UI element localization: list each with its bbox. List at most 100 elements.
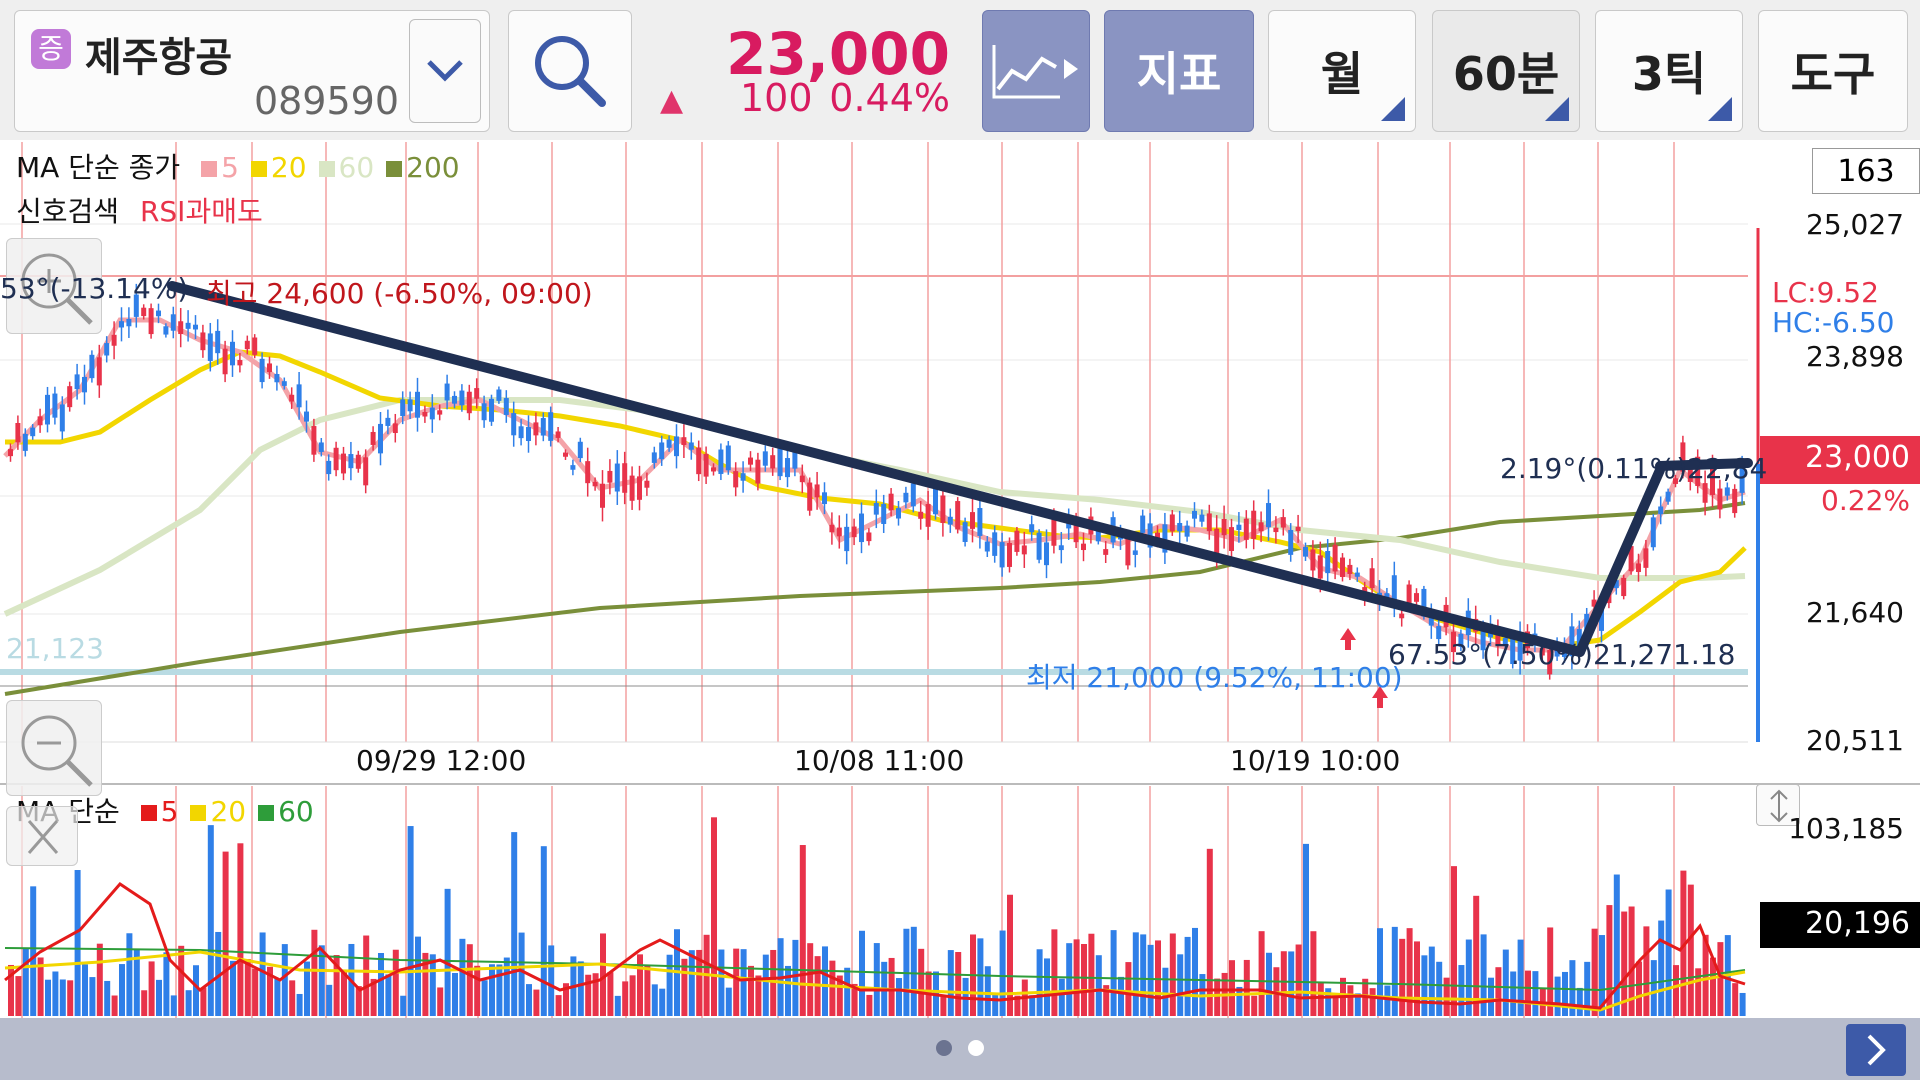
volume-bar: [1295, 944, 1302, 1016]
tools-button[interactable]: 도구: [1758, 10, 1908, 132]
chart-type-button[interactable]: [982, 10, 1090, 132]
volume-bar: [452, 972, 458, 1016]
volume-bar: [725, 987, 732, 1016]
candle-body: [1140, 515, 1146, 533]
signal-search-label[interactable]: 신호검색 RSI과매도: [16, 190, 263, 230]
ma5-line: [3, 317, 1746, 653]
candle-body: [1665, 491, 1671, 502]
indicator-label: 지표: [1136, 47, 1222, 101]
volume-bar: [22, 948, 29, 1016]
candle-body: [267, 363, 272, 373]
page-indicator-dot-2[interactable]: [968, 1040, 984, 1056]
candle-body: [703, 453, 709, 477]
volume-bar: [592, 973, 599, 1016]
candle-body: [1391, 575, 1397, 604]
chevron-right-icon: [1867, 1034, 1886, 1066]
trend-line-up[interactable]: [1575, 465, 1665, 657]
candle-body: [96, 357, 102, 386]
close-volume-button[interactable]: [6, 806, 78, 866]
candle-body: [762, 451, 768, 466]
candle-body: [1206, 513, 1212, 532]
volume-bar: [259, 932, 266, 1016]
candle-body: [59, 404, 65, 432]
volume-bar: [392, 949, 399, 1016]
volume-bar: [1066, 943, 1073, 1016]
candle-body: [1317, 555, 1323, 579]
candle-body: [1680, 442, 1686, 472]
period-month-button[interactable]: 월: [1268, 10, 1416, 132]
stock-selector[interactable]: 증 제주항공 089590: [14, 10, 490, 132]
volume-bar: [1717, 942, 1724, 1016]
trend-line-flat[interactable]: [1655, 458, 1753, 471]
zoom-out-button[interactable]: [6, 700, 102, 796]
volume-bar: [644, 965, 651, 1016]
volume-bar: [1332, 994, 1339, 1016]
volume-bar: [370, 978, 377, 1016]
candle-body: [1628, 546, 1634, 572]
candle-body: [651, 452, 657, 463]
angle-annotation-mid: 67.53°(7.50%)21,271.18: [1388, 638, 1736, 671]
day-divider-lines: [21, 142, 1675, 742]
candlestick-series: [8, 283, 1745, 680]
volume-bar: [984, 966, 991, 1016]
candle-body: [1717, 488, 1723, 510]
top-toolbar: 증 제주항공 089590 23,000 ▲ 100 0.44% 지표 월: [0, 0, 1920, 140]
volume-bar: [1399, 938, 1406, 1016]
price-ma-label-200: 200: [406, 151, 460, 184]
price-ma-swatch-60: [318, 161, 335, 177]
candle-body: [1732, 488, 1738, 514]
volume-bar: [1510, 971, 1517, 1016]
candle-body: [955, 501, 961, 530]
candle-body: [141, 307, 147, 317]
page-indicator-dot-1[interactable]: [936, 1040, 952, 1056]
candle-body: [725, 445, 731, 471]
candle-body: [1399, 613, 1405, 619]
candle-body: [1695, 456, 1701, 486]
volume-bar: [629, 975, 636, 1016]
stock-chart-area[interactable]: [0, 140, 1920, 1018]
volume-bar: [1443, 977, 1450, 1016]
volume-bar: [918, 948, 925, 1016]
candle-body: [688, 442, 694, 450]
stock-dropdown-button[interactable]: [409, 19, 481, 123]
resize-handle[interactable]: [1756, 784, 1800, 826]
volume-bar: [1243, 959, 1250, 1016]
candle-body: [637, 476, 642, 500]
candle-body: [1591, 599, 1597, 607]
candle-body: [925, 504, 931, 527]
volume-bar: [1140, 934, 1147, 1016]
candle-body: [459, 390, 465, 406]
candle-body: [1673, 478, 1678, 484]
period-minute-button[interactable]: 60분: [1432, 10, 1580, 132]
volume-bar: [429, 954, 436, 1016]
search-button[interactable]: [508, 10, 632, 132]
candle-body: [1303, 546, 1308, 557]
candle-body: [984, 541, 990, 552]
zoom-in-button[interactable]: [6, 238, 102, 334]
candle-body: [378, 423, 383, 454]
candle-body: [193, 324, 198, 330]
candle-body: [577, 441, 583, 459]
volume-bar: [1525, 970, 1531, 1016]
candle-count-box[interactable]: 163: [1812, 148, 1920, 194]
trend-line-down[interactable]: [167, 281, 1585, 657]
candle-body: [1406, 584, 1412, 606]
volume-bar: [1488, 977, 1494, 1016]
angle-annotation-right: 2.19°(0.11%)22,84: [1500, 452, 1768, 485]
volume-bar: [1214, 978, 1221, 1016]
candle-body: [481, 403, 487, 421]
volume-bar: [511, 832, 518, 1016]
next-page-button[interactable]: [1846, 1024, 1906, 1076]
candle-body: [1177, 522, 1183, 532]
volume-bar: [163, 952, 170, 1016]
candle-body: [1710, 467, 1715, 495]
period-tick-button[interactable]: 3틱: [1595, 10, 1743, 132]
candle-body: [1029, 524, 1035, 533]
volume-bar: [437, 987, 444, 1016]
volume-bar: [1280, 951, 1287, 1016]
candle-body: [1369, 568, 1375, 589]
candle-body: [777, 446, 783, 477]
indicator-button[interactable]: 지표: [1104, 10, 1254, 132]
volume-bar: [600, 933, 606, 1016]
volume-bar: [59, 979, 66, 1016]
